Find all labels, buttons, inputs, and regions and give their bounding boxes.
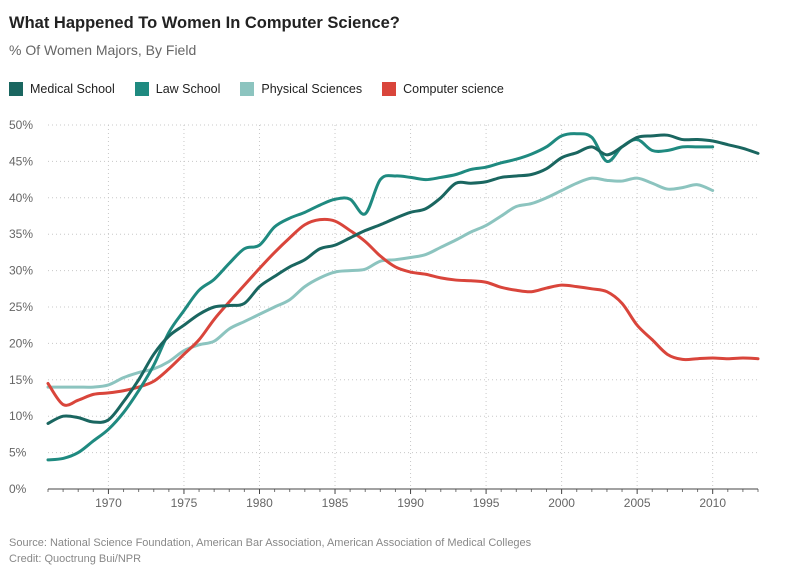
series-lines: [46, 132, 760, 462]
x-tick-label: 1970: [95, 496, 122, 510]
chart-subtitle: % Of Women Majors, By Field: [9, 42, 197, 58]
series-line-law-school: [46, 132, 715, 462]
legend-item-law-school: Law School: [134, 82, 221, 96]
x-axis: 1970 1975 1980 1985 1990 1995 2000 2005 2010: [47, 488, 759, 510]
y-axis: 0% 5% 10% 15% 20% 25% 30% 35% 40% 45% 50%: [9, 118, 33, 496]
gridlines: [48, 124, 758, 489]
legend-swatch-law-school: [134, 82, 149, 96]
x-tick-label: 1990: [397, 496, 424, 510]
legend-item-computer-science: Computer science: [382, 82, 504, 96]
x-tick-label: 2005: [624, 496, 651, 510]
y-tick-label: 30%: [9, 264, 33, 278]
x-tick-label: 1980: [246, 496, 273, 510]
legend-item-medical-school: Medical School: [9, 82, 115, 96]
legend-label-computer-science: Computer science: [403, 82, 504, 96]
x-tick-label: 1995: [473, 496, 500, 510]
y-tick-label: 10%: [9, 409, 33, 423]
footer: Source: National Science Foundation, Ame…: [9, 535, 531, 567]
legend-swatch-computer-science: [382, 82, 397, 96]
series-line-physical-sciences: [46, 176, 715, 389]
y-tick-label: 25%: [9, 300, 33, 314]
y-tick-label: 45%: [9, 154, 33, 168]
y-tick-label: 50%: [9, 118, 33, 132]
y-tick-label: 20%: [9, 336, 33, 350]
y-tick-label: 0%: [9, 482, 27, 496]
series-line-computer-science: [46, 217, 760, 407]
y-tick-label: 40%: [9, 191, 33, 205]
y-tick-label: 5%: [9, 446, 27, 460]
credit-note: Credit: Quoctrung Bui/NPR: [9, 553, 142, 565]
x-tick-label: 2010: [699, 496, 726, 510]
legend-swatch-physical-sciences: [240, 82, 255, 96]
legend-label-physical-sciences: Physical Sciences: [261, 82, 363, 96]
legend-item-physical-sciences: Physical Sciences: [240, 82, 362, 96]
legend: Medical School Law School Physical Scien…: [9, 80, 524, 98]
legend-label-medical-school: Medical School: [30, 82, 115, 96]
series-line-medical-school: [46, 133, 760, 425]
y-tick-label: 35%: [9, 227, 33, 241]
x-tick-label: 1975: [171, 496, 198, 510]
legend-label-law-school: Law School: [155, 82, 221, 96]
chart-title: What Happened To Women In Computer Scien…: [9, 14, 400, 32]
y-tick-label: 15%: [9, 373, 33, 387]
legend-swatch-medical-school: [9, 82, 23, 96]
x-tick-label: 2000: [548, 496, 575, 510]
source-note: Source: National Science Foundation, Ame…: [9, 537, 532, 549]
x-tick-label: 1985: [322, 496, 349, 510]
